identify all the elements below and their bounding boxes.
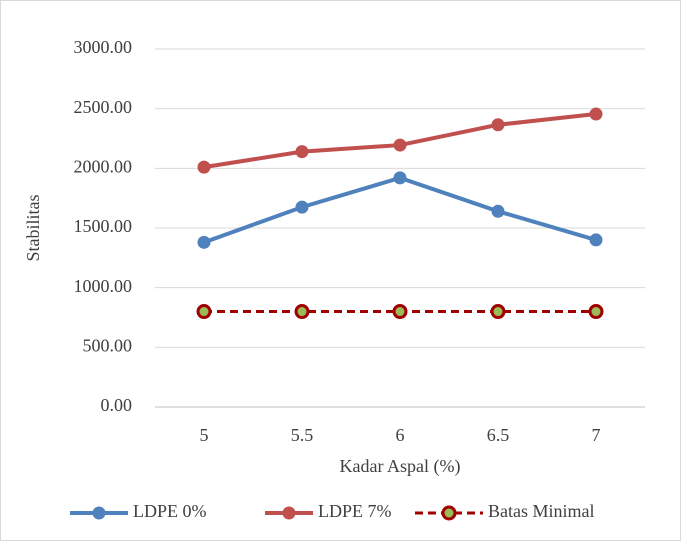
- x-tick-label: 5: [200, 425, 209, 445]
- y-tick-label: 3000.00: [74, 37, 133, 57]
- y-tick-label: 1500.00: [74, 216, 133, 236]
- marker: [197, 235, 211, 249]
- y-axis-title: Stabilitas: [23, 195, 43, 262]
- x-axis-title: Kadar Aspal (%): [340, 456, 461, 477]
- marker: [589, 107, 603, 121]
- y-tick-label: 2500.00: [74, 97, 133, 117]
- marker: [196, 304, 212, 320]
- marker: [588, 304, 604, 320]
- legend-label: LDPE 0%: [133, 501, 207, 521]
- x-tick-label: 6.5: [487, 425, 510, 445]
- marker: [393, 171, 407, 185]
- y-tick-label: 1000.00: [74, 276, 133, 296]
- marker: [393, 138, 407, 152]
- y-tick-label: 0.00: [101, 395, 133, 415]
- marker: [392, 304, 408, 320]
- marker: [491, 118, 505, 132]
- marker: [295, 145, 309, 159]
- marker: [294, 304, 310, 320]
- x-tick-label: 5.5: [291, 425, 314, 445]
- y-tick-label: 500.00: [83, 335, 133, 355]
- x-tick-label: 6: [396, 425, 405, 445]
- y-tick-label: 2000.00: [74, 156, 133, 176]
- legend-marker: [92, 506, 106, 520]
- legend-label: Batas Minimal: [488, 501, 595, 521]
- x-tick-label: 7: [592, 425, 601, 445]
- marker: [491, 204, 505, 218]
- marker: [490, 304, 506, 320]
- marker: [197, 160, 211, 174]
- marker: [589, 233, 603, 247]
- legend-label: LDPE 7%: [318, 501, 392, 521]
- legend-marker: [441, 505, 457, 521]
- legend-marker: [282, 506, 296, 520]
- marker: [295, 200, 309, 214]
